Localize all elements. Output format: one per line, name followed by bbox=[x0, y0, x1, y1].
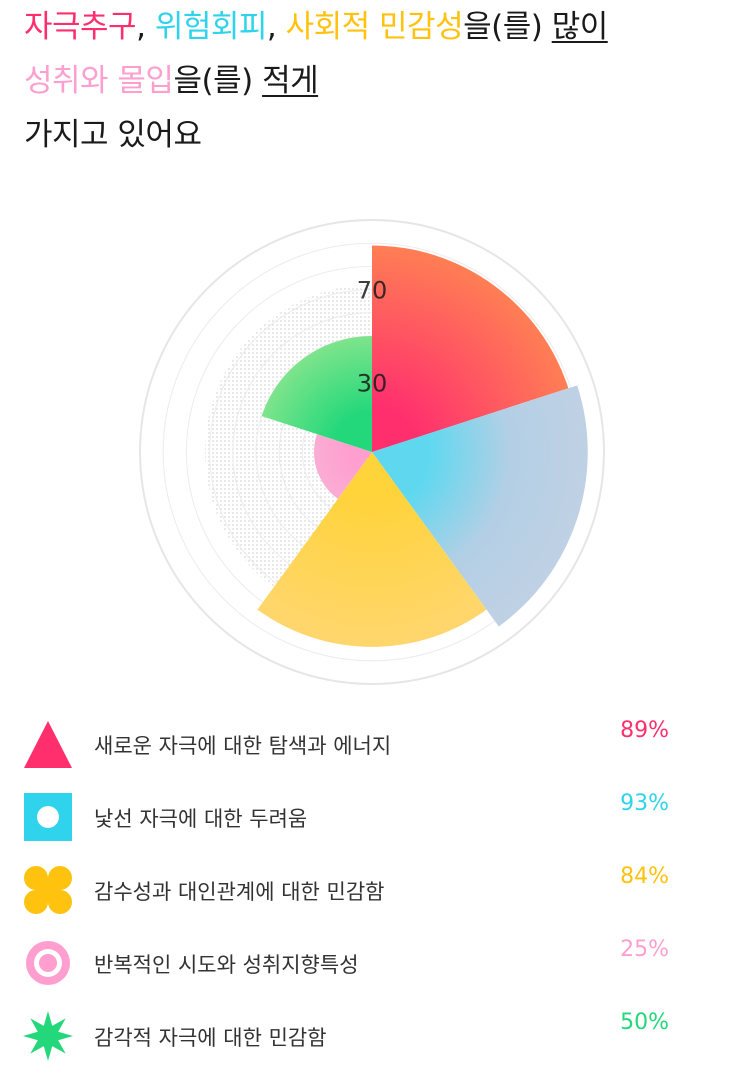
legend-label: 낯선 자극에 대한 두려움 bbox=[94, 807, 308, 831]
legend-item-persistence: 반복적인 시도와 성취지향특성 25% bbox=[0, 937, 743, 1009]
polar-chart-svg: 70 30 bbox=[139, 219, 605, 685]
separator: , bbox=[136, 9, 155, 45]
legend-item-harm: 낯선 자극에 대한 두려움 93% bbox=[0, 791, 743, 863]
emphasis-few: 적게 bbox=[262, 63, 319, 99]
cross-blob-icon bbox=[24, 866, 72, 914]
legend-label: 반복적인 시도와 성취지향특성 bbox=[94, 953, 359, 977]
legend-label: 감각적 자극에 대한 민감함 bbox=[94, 1026, 327, 1050]
trait-social-text: 사회적 민감성 bbox=[285, 9, 464, 45]
particle-text: 을(를) bbox=[463, 9, 552, 45]
legend-item-sensory: 감각적 자극에 대한 민감함 50% bbox=[0, 1010, 743, 1082]
square-circle-icon bbox=[24, 793, 72, 841]
legend-item-reward: 감수성과 대인관계에 대한 민감함 84% bbox=[0, 864, 743, 936]
polar-chart: 70 30 bbox=[0, 180, 743, 710]
slice-persistence bbox=[314, 434, 372, 499]
headline: 자극추구, 위험회피, 사회적 민감성을(를) 많이 성취와 몰입을(를) 적게… bbox=[24, 0, 724, 162]
trait-harm-text: 위험회피 bbox=[154, 9, 268, 45]
headline-line-3: 가지고 있어요 bbox=[24, 117, 202, 153]
separator: , bbox=[266, 9, 286, 45]
legend-label: 감수성과 대인관계에 대한 민감함 bbox=[94, 880, 385, 904]
star-icon bbox=[23, 1011, 73, 1061]
slice-sensory bbox=[261, 336, 372, 452]
emphasis-many: 많이 bbox=[551, 9, 609, 45]
slice-harm bbox=[372, 385, 588, 627]
ring-icon bbox=[26, 941, 70, 985]
trait-novelty-text: 자극추구 bbox=[24, 9, 137, 45]
legend-item-novelty: 새로운 자극에 대한 탐색과 에너지 89% bbox=[0, 718, 743, 790]
grid-ring bbox=[139, 219, 605, 685]
legend-value: 89% bbox=[620, 718, 669, 743]
tick-label: 30 bbox=[357, 369, 388, 397]
headline-line-1: 자극추구, 위험회피, 사회적 민감성을(를) 많이 bbox=[24, 0, 724, 54]
trait-persistence-text: 성취와 몰입 bbox=[24, 63, 174, 99]
particle-text: 을(를) bbox=[173, 63, 263, 99]
slice-novelty bbox=[372, 245, 569, 452]
legend-value: 84% bbox=[620, 864, 669, 889]
slice-reward bbox=[257, 452, 487, 647]
legend-value: 25% bbox=[620, 937, 669, 962]
tick-label: 70 bbox=[357, 277, 388, 305]
headline-line-2: 성취와 몰입을(를) 적게 bbox=[24, 54, 724, 108]
legend-value: 93% bbox=[620, 791, 669, 816]
legend-label: 새로운 자극에 대한 탐색과 에너지 bbox=[94, 734, 392, 758]
legend-value: 50% bbox=[620, 1010, 669, 1035]
triangle-icon bbox=[24, 721, 72, 768]
